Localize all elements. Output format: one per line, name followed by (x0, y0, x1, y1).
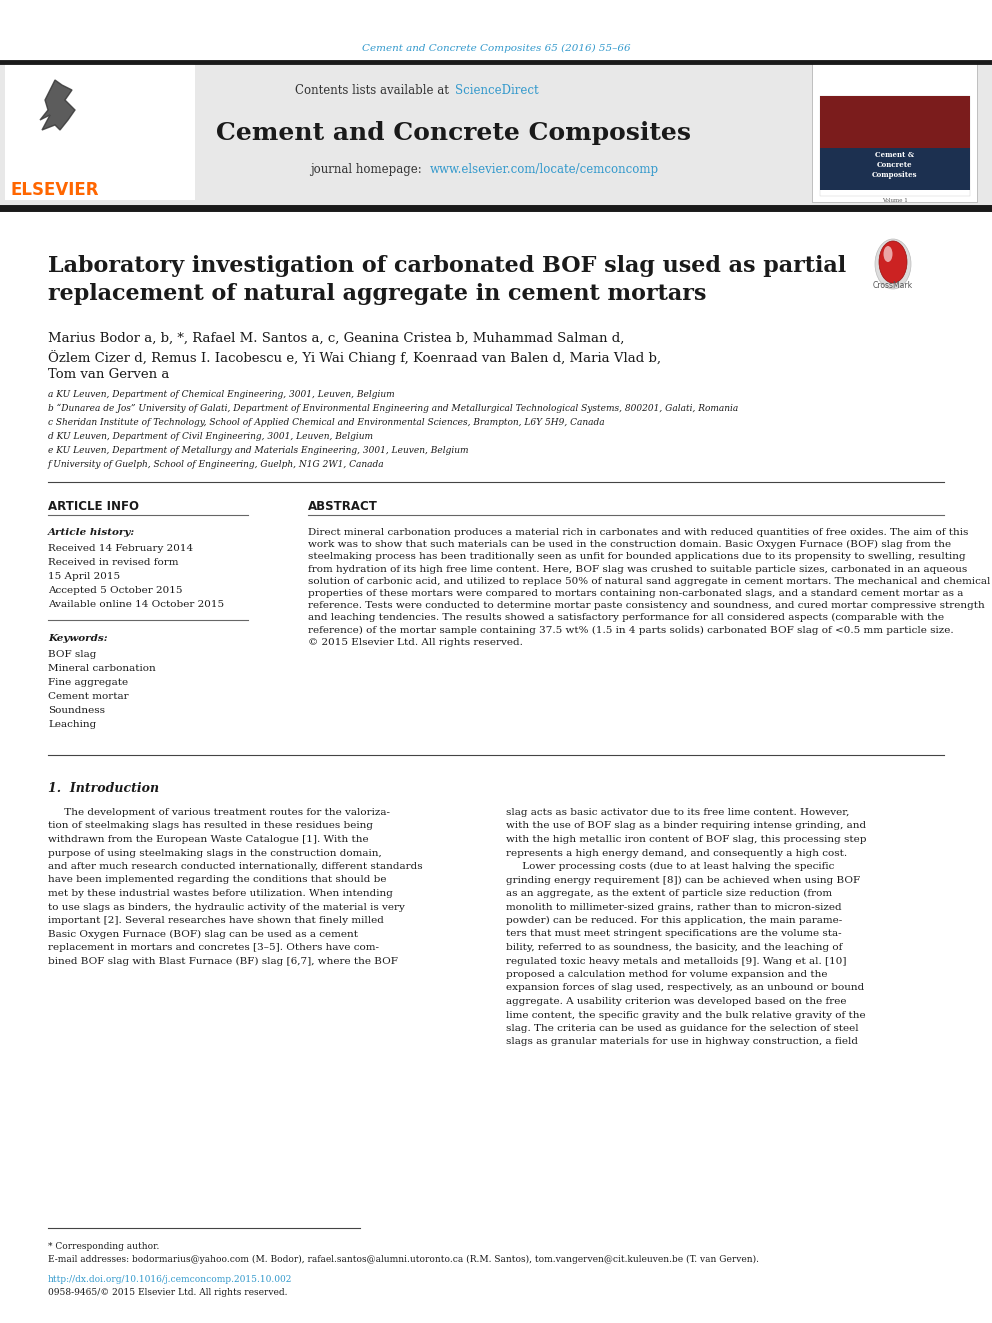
Text: with the use of BOF slag as a binder requiring intense grinding, and: with the use of BOF slag as a binder req… (506, 822, 866, 831)
Text: d KU Leuven, Department of Civil Engineering, 3001, Leuven, Belgium: d KU Leuven, Department of Civil Enginee… (48, 433, 373, 441)
Text: ScienceDirect: ScienceDirect (455, 83, 539, 97)
Text: a KU Leuven, Department of Chemical Engineering, 3001, Leuven, Belgium: a KU Leuven, Department of Chemical Engi… (48, 390, 395, 400)
Text: Cement mortar: Cement mortar (48, 692, 129, 701)
Text: c Sheridan Institute of Technology, School of Applied Chemical and Environmental: c Sheridan Institute of Technology, Scho… (48, 418, 605, 427)
Text: aggregate. A usability criterion was developed based on the free: aggregate. A usability criterion was dev… (506, 998, 846, 1005)
Text: Article history:: Article history: (48, 528, 135, 537)
Bar (0, 62, 992, 205)
Bar (5, 62, 195, 200)
Text: Accepted 5 October 2015: Accepted 5 October 2015 (48, 586, 183, 595)
Text: and after much research conducted internationally, different standards: and after much research conducted intern… (48, 863, 423, 871)
Text: slag. The criteria can be used as guidance for the selection of steel: slag. The criteria can be used as guidan… (506, 1024, 859, 1033)
Text: ABSTRACT: ABSTRACT (308, 500, 378, 513)
Text: monolith to millimeter-sized grains, rather than to micron-sized: monolith to millimeter-sized grains, rat… (506, 902, 841, 912)
Text: Soundness: Soundness (48, 706, 105, 714)
Text: Laboratory investigation of carbonated BOF slag used as partial
replacement of n: Laboratory investigation of carbonated B… (48, 255, 846, 304)
Text: ters that must meet stringent specifications are the volume sta-: ters that must meet stringent specificat… (506, 930, 841, 938)
Text: bined BOF slag with Blast Furnace (BF) slag [6,7], where the BOF: bined BOF slag with Blast Furnace (BF) s… (48, 957, 398, 966)
Text: www.elsevier.com/locate/cemconcomp: www.elsevier.com/locate/cemconcomp (430, 164, 659, 176)
Text: E-mail addresses: bodormarius@yahoo.com (M. Bodor), rafael.santos@alumni.utoront: E-mail addresses: bodormarius@yahoo.com … (48, 1256, 759, 1263)
Text: ARTICLE INFO: ARTICLE INFO (48, 500, 139, 513)
Text: Keywords:: Keywords: (48, 634, 107, 643)
Text: CrossMark: CrossMark (873, 282, 913, 291)
Text: replacement in mortars and concretes [3–5]. Others have com-: replacement in mortars and concretes [3–… (48, 943, 379, 953)
Text: purpose of using steelmaking slags in the construction domain,: purpose of using steelmaking slags in th… (48, 848, 382, 857)
Text: met by these industrial wastes before utilization. When intending: met by these industrial wastes before ut… (48, 889, 393, 898)
Text: Marius Bodor a, b, *, Rafael M. Santos a, c, Geanina Cristea b, Muhammad Salman : Marius Bodor a, b, *, Rafael M. Santos a… (48, 332, 624, 345)
Text: Contents lists available at: Contents lists available at (296, 83, 453, 97)
Text: slag acts as basic activator due to its free lime content. However,: slag acts as basic activator due to its … (506, 808, 849, 818)
Text: journal homepage:: journal homepage: (310, 164, 426, 176)
Text: powder) can be reduced. For this application, the main parame-: powder) can be reduced. For this applica… (506, 916, 842, 925)
Text: withdrawn from the European Waste Catalogue [1]. With the: withdrawn from the European Waste Catalo… (48, 835, 369, 844)
Text: Direct mineral carbonation produces a material rich in carbonates and with reduc: Direct mineral carbonation produces a ma… (308, 528, 990, 647)
Text: Özlem Cizer d, Remus I. Iacobescu e, Yi Wai Chiang f, Koenraad van Balen d, Mari: Özlem Cizer d, Remus I. Iacobescu e, Yi … (48, 351, 661, 365)
Text: have been implemented regarding the conditions that should be: have been implemented regarding the cond… (48, 876, 387, 885)
Text: Cement and Concrete Composites: Cement and Concrete Composites (215, 120, 690, 146)
Text: Cement and Concrete Composites 65 (2016) 55–66: Cement and Concrete Composites 65 (2016)… (362, 44, 630, 53)
Text: slags as granular materials for use in highway construction, a field: slags as granular materials for use in h… (506, 1037, 858, 1046)
Bar (820, 97, 970, 196)
Text: Lower processing costs (due to at least halving the specific: Lower processing costs (due to at least … (506, 863, 834, 871)
Text: Cement &
Concrete
Composites: Cement & Concrete Composites (872, 151, 918, 179)
Text: ELSEVIER: ELSEVIER (11, 181, 99, 198)
Text: Received in revised form: Received in revised form (48, 558, 179, 568)
Text: with the high metallic iron content of BOF slag, this processing step: with the high metallic iron content of B… (506, 835, 866, 844)
Ellipse shape (875, 239, 911, 288)
Polygon shape (40, 79, 75, 130)
Text: Mineral carbonation: Mineral carbonation (48, 664, 156, 673)
Text: BOF slag: BOF slag (48, 650, 96, 659)
Text: b “Dunarea de Jos” University of Galati, Department of Environmental Engineering: b “Dunarea de Jos” University of Galati,… (48, 404, 738, 413)
Ellipse shape (879, 241, 907, 283)
Text: important [2]. Several researches have shown that finely milled: important [2]. Several researches have s… (48, 916, 384, 925)
Text: represents a high energy demand, and consequently a high cost.: represents a high energy demand, and con… (506, 848, 847, 857)
Text: tion of steelmaking slags has resulted in these residues being: tion of steelmaking slags has resulted i… (48, 822, 373, 831)
Text: 0958-9465/© 2015 Elsevier Ltd. All rights reserved.: 0958-9465/© 2015 Elsevier Ltd. All right… (48, 1289, 288, 1297)
Ellipse shape (884, 246, 893, 262)
Text: e KU Leuven, Department of Metallurgy and Materials Engineering, 3001, Leuven, B: e KU Leuven, Department of Metallurgy an… (48, 446, 468, 455)
Text: regulated toxic heavy metals and metalloids [9]. Wang et al. [10]: regulated toxic heavy metals and metallo… (506, 957, 846, 966)
Text: http://dx.doi.org/10.1016/j.cemconcomp.2015.10.002: http://dx.doi.org/10.1016/j.cemconcomp.2… (48, 1275, 293, 1285)
Text: * Corresponding author.: * Corresponding author. (48, 1242, 160, 1252)
Text: Basic Oxygen Furnace (BOF) slag can be used as a cement: Basic Oxygen Furnace (BOF) slag can be u… (48, 930, 358, 938)
Text: The development of various treatment routes for the valoriza-: The development of various treatment rou… (48, 808, 390, 818)
Text: Received 14 February 2014: Received 14 February 2014 (48, 544, 193, 553)
Text: 15 April 2015: 15 April 2015 (48, 572, 120, 581)
Text: grinding energy requirement [8]) can be achieved when using BOF: grinding energy requirement [8]) can be … (506, 876, 860, 885)
Text: f University of Guelph, School of Engineering, Guelph, N1G 2W1, Canada: f University of Guelph, School of Engine… (48, 460, 385, 468)
Bar (812, 62, 977, 202)
Bar (820, 97, 970, 148)
Text: proposed a calculation method for volume expansion and the: proposed a calculation method for volume… (506, 970, 827, 979)
Text: bility, referred to as soundness, the basicity, and the leaching of: bility, referred to as soundness, the ba… (506, 943, 842, 953)
Text: Tom van Gerven a: Tom van Gerven a (48, 368, 170, 381)
Text: Volume 1: Volume 1 (882, 197, 908, 202)
Text: to use slags as binders, the hydraulic activity of the material is very: to use slags as binders, the hydraulic a… (48, 902, 405, 912)
Text: 1.  Introduction: 1. Introduction (48, 782, 159, 795)
Bar (820, 148, 970, 191)
Text: Available online 14 October 2015: Available online 14 October 2015 (48, 601, 224, 609)
Text: lime content, the specific gravity and the bulk relative gravity of the: lime content, the specific gravity and t… (506, 1011, 866, 1020)
Text: expansion forces of slag used, respectively, as an unbound or bound: expansion forces of slag used, respectiv… (506, 983, 864, 992)
Text: as an aggregate, as the extent of particle size reduction (from: as an aggregate, as the extent of partic… (506, 889, 832, 898)
Text: Fine aggregate: Fine aggregate (48, 677, 128, 687)
Text: Leaching: Leaching (48, 720, 96, 729)
